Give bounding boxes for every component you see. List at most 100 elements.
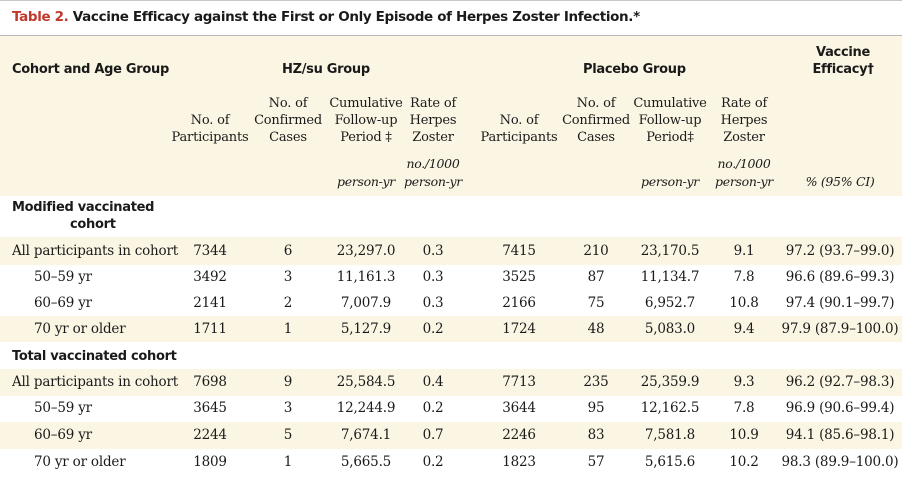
cell-pl-fu: 7,581.8	[644, 427, 696, 443]
cell-hz-fu: 23,297.0	[336, 243, 396, 259]
cell-hz-rate: 0.7	[422, 427, 444, 443]
subheader-line: Cases	[269, 130, 307, 145]
subheader-line: Follow-up	[638, 113, 702, 128]
subheader-line: Participants	[480, 130, 558, 145]
subheader-line: Zoster	[723, 130, 765, 145]
row-label: All participants in cohort	[12, 243, 178, 259]
cell-hz-rate: 0.2	[422, 454, 444, 470]
cell-hz-n: 7344	[193, 243, 227, 259]
cell-pl-fu: 12,162.5	[640, 400, 700, 416]
cell-efficacy: 96.6 (89.6–99.3)	[785, 269, 895, 285]
subheader-line: Zoster	[412, 130, 454, 145]
cell-efficacy: 98.3 (89.9–100.0)	[781, 454, 899, 470]
cell-pl-fu: 23,170.5	[640, 243, 700, 259]
table-title-bar: Table 2. Vaccine Efficacy against the Fi…	[0, 0, 902, 36]
cell-pl-rate: 10.2	[729, 454, 759, 470]
hz-followup-header: Cumulative Follow-up Period ‡	[326, 95, 406, 146]
cohort-column-header: Cohort and Age Group	[12, 62, 169, 77]
cell-hz-fu: 7,007.9	[340, 295, 392, 311]
section-label: Modified vaccinated cohort	[12, 199, 154, 233]
placebo-followup-header: Cumulative Follow-up Period‡	[629, 95, 711, 146]
row-band	[0, 422, 902, 449]
section-label: Total vaccinated cohort	[12, 348, 177, 365]
placebo-cases-header: No. of Confirmed Cases	[559, 95, 633, 146]
row-label: 70 yr or older	[34, 454, 126, 470]
cell-pl-n: 1823	[502, 454, 536, 470]
cell-hz-cases: 3	[283, 400, 293, 416]
cell-hz-cases: 5	[283, 427, 293, 443]
cell-pl-rate: 9.3	[733, 374, 755, 390]
cell-hz-rate: 0.3	[422, 243, 444, 259]
row-label: 60–69 yr	[34, 427, 92, 443]
cell-pl-fu: 5,083.0	[644, 321, 696, 337]
cell-pl-n: 2166	[502, 295, 536, 311]
row-band	[0, 237, 902, 265]
cell-pl-cases: 210	[583, 243, 609, 259]
cell-pl-cases: 95	[587, 400, 605, 416]
cell-hz-fu: 5,665.5	[340, 454, 392, 470]
subheader-line: Herpes	[720, 113, 768, 128]
subheader-line: Period ‡	[340, 130, 392, 145]
section-label-line: cohort	[70, 217, 116, 232]
placebo-group-header: Placebo Group	[583, 62, 686, 77]
cell-hz-cases: 6	[283, 243, 293, 259]
row-label: All participants in cohort	[12, 374, 178, 390]
subheader-line: No. of	[190, 113, 230, 128]
hz-rate-unit: no./1000	[406, 156, 460, 171]
cell-pl-n: 3644	[502, 400, 536, 416]
cell-pl-fu: 5,615.6	[644, 454, 696, 470]
subheader-line: Confirmed	[562, 113, 630, 128]
cell-pl-rate: 7.8	[733, 269, 755, 285]
cell-pl-rate: 10.9	[729, 427, 759, 443]
cell-hz-cases: 3	[283, 269, 293, 285]
row-label: 70 yr or older	[34, 321, 126, 337]
hz-group-header: HZ/su Group	[282, 62, 370, 77]
cell-hz-n: 2141	[193, 295, 227, 311]
cell-efficacy: 97.2 (93.7–99.0)	[785, 243, 895, 259]
subheader-line: No. of	[499, 113, 539, 128]
cell-pl-rate: 9.4	[733, 321, 755, 337]
subheader-line: No. of	[268, 96, 308, 111]
cell-hz-n: 3645	[193, 400, 227, 416]
row-label: 60–69 yr	[34, 295, 92, 311]
row-label: 50–59 yr	[34, 269, 92, 285]
cell-pl-rate: 9.1	[733, 243, 755, 259]
hz-rate-unit-2: person-yr	[404, 174, 462, 189]
cell-hz-cases: 9	[283, 374, 293, 390]
subheader-line: Period‡	[646, 130, 694, 145]
cell-efficacy: 96.2 (92.7–98.3)	[785, 374, 895, 390]
cell-pl-cases: 235	[583, 374, 609, 390]
subheader-line: No. of	[576, 96, 616, 111]
row-label: 50–59 yr	[34, 400, 92, 416]
cell-hz-fu: 12,244.9	[336, 400, 396, 416]
efficacy-header-line1: Vaccine	[816, 45, 870, 60]
cell-pl-n: 7713	[502, 374, 536, 390]
hz-participants-header: No. of Participants	[168, 112, 252, 146]
cell-pl-cases: 75	[587, 295, 605, 311]
cell-hz-n: 7698	[193, 374, 227, 390]
cell-pl-rate: 10.8	[729, 295, 759, 311]
row-band	[0, 369, 902, 396]
cell-efficacy: 97.4 (90.1–99.7)	[785, 295, 895, 311]
subheader-line: Confirmed	[254, 113, 322, 128]
cell-efficacy: 97.9 (87.9–100.0)	[781, 321, 899, 337]
hz-followup-unit: person-yr	[337, 174, 395, 189]
subheader-line: Herpes	[409, 113, 457, 128]
cell-efficacy: 94.1 (85.6–98.1)	[785, 427, 895, 443]
subheader-line: Follow-up	[334, 113, 398, 128]
placebo-followup-unit: person-yr	[641, 174, 699, 189]
cell-hz-cases: 1	[283, 454, 293, 470]
placebo-participants-header: No. of Participants	[477, 112, 561, 146]
efficacy-header-line2: Efficacy†	[812, 62, 874, 77]
cell-hz-n: 3492	[193, 269, 227, 285]
cell-pl-cases: 57	[587, 454, 605, 470]
cell-pl-fu: 6,952.7	[644, 295, 696, 311]
cell-hz-rate: 0.2	[422, 400, 444, 416]
cell-hz-rate: 0.3	[422, 269, 444, 285]
table-number: Table 2.	[12, 9, 69, 25]
placebo-rate-header: Rate of Herpes Zoster	[711, 95, 777, 146]
table-title: Table 2. Vaccine Efficacy against the Fi…	[12, 9, 640, 25]
cell-hz-fu: 25,584.5	[336, 374, 396, 390]
cell-pl-fu: 11,134.7	[640, 269, 700, 285]
